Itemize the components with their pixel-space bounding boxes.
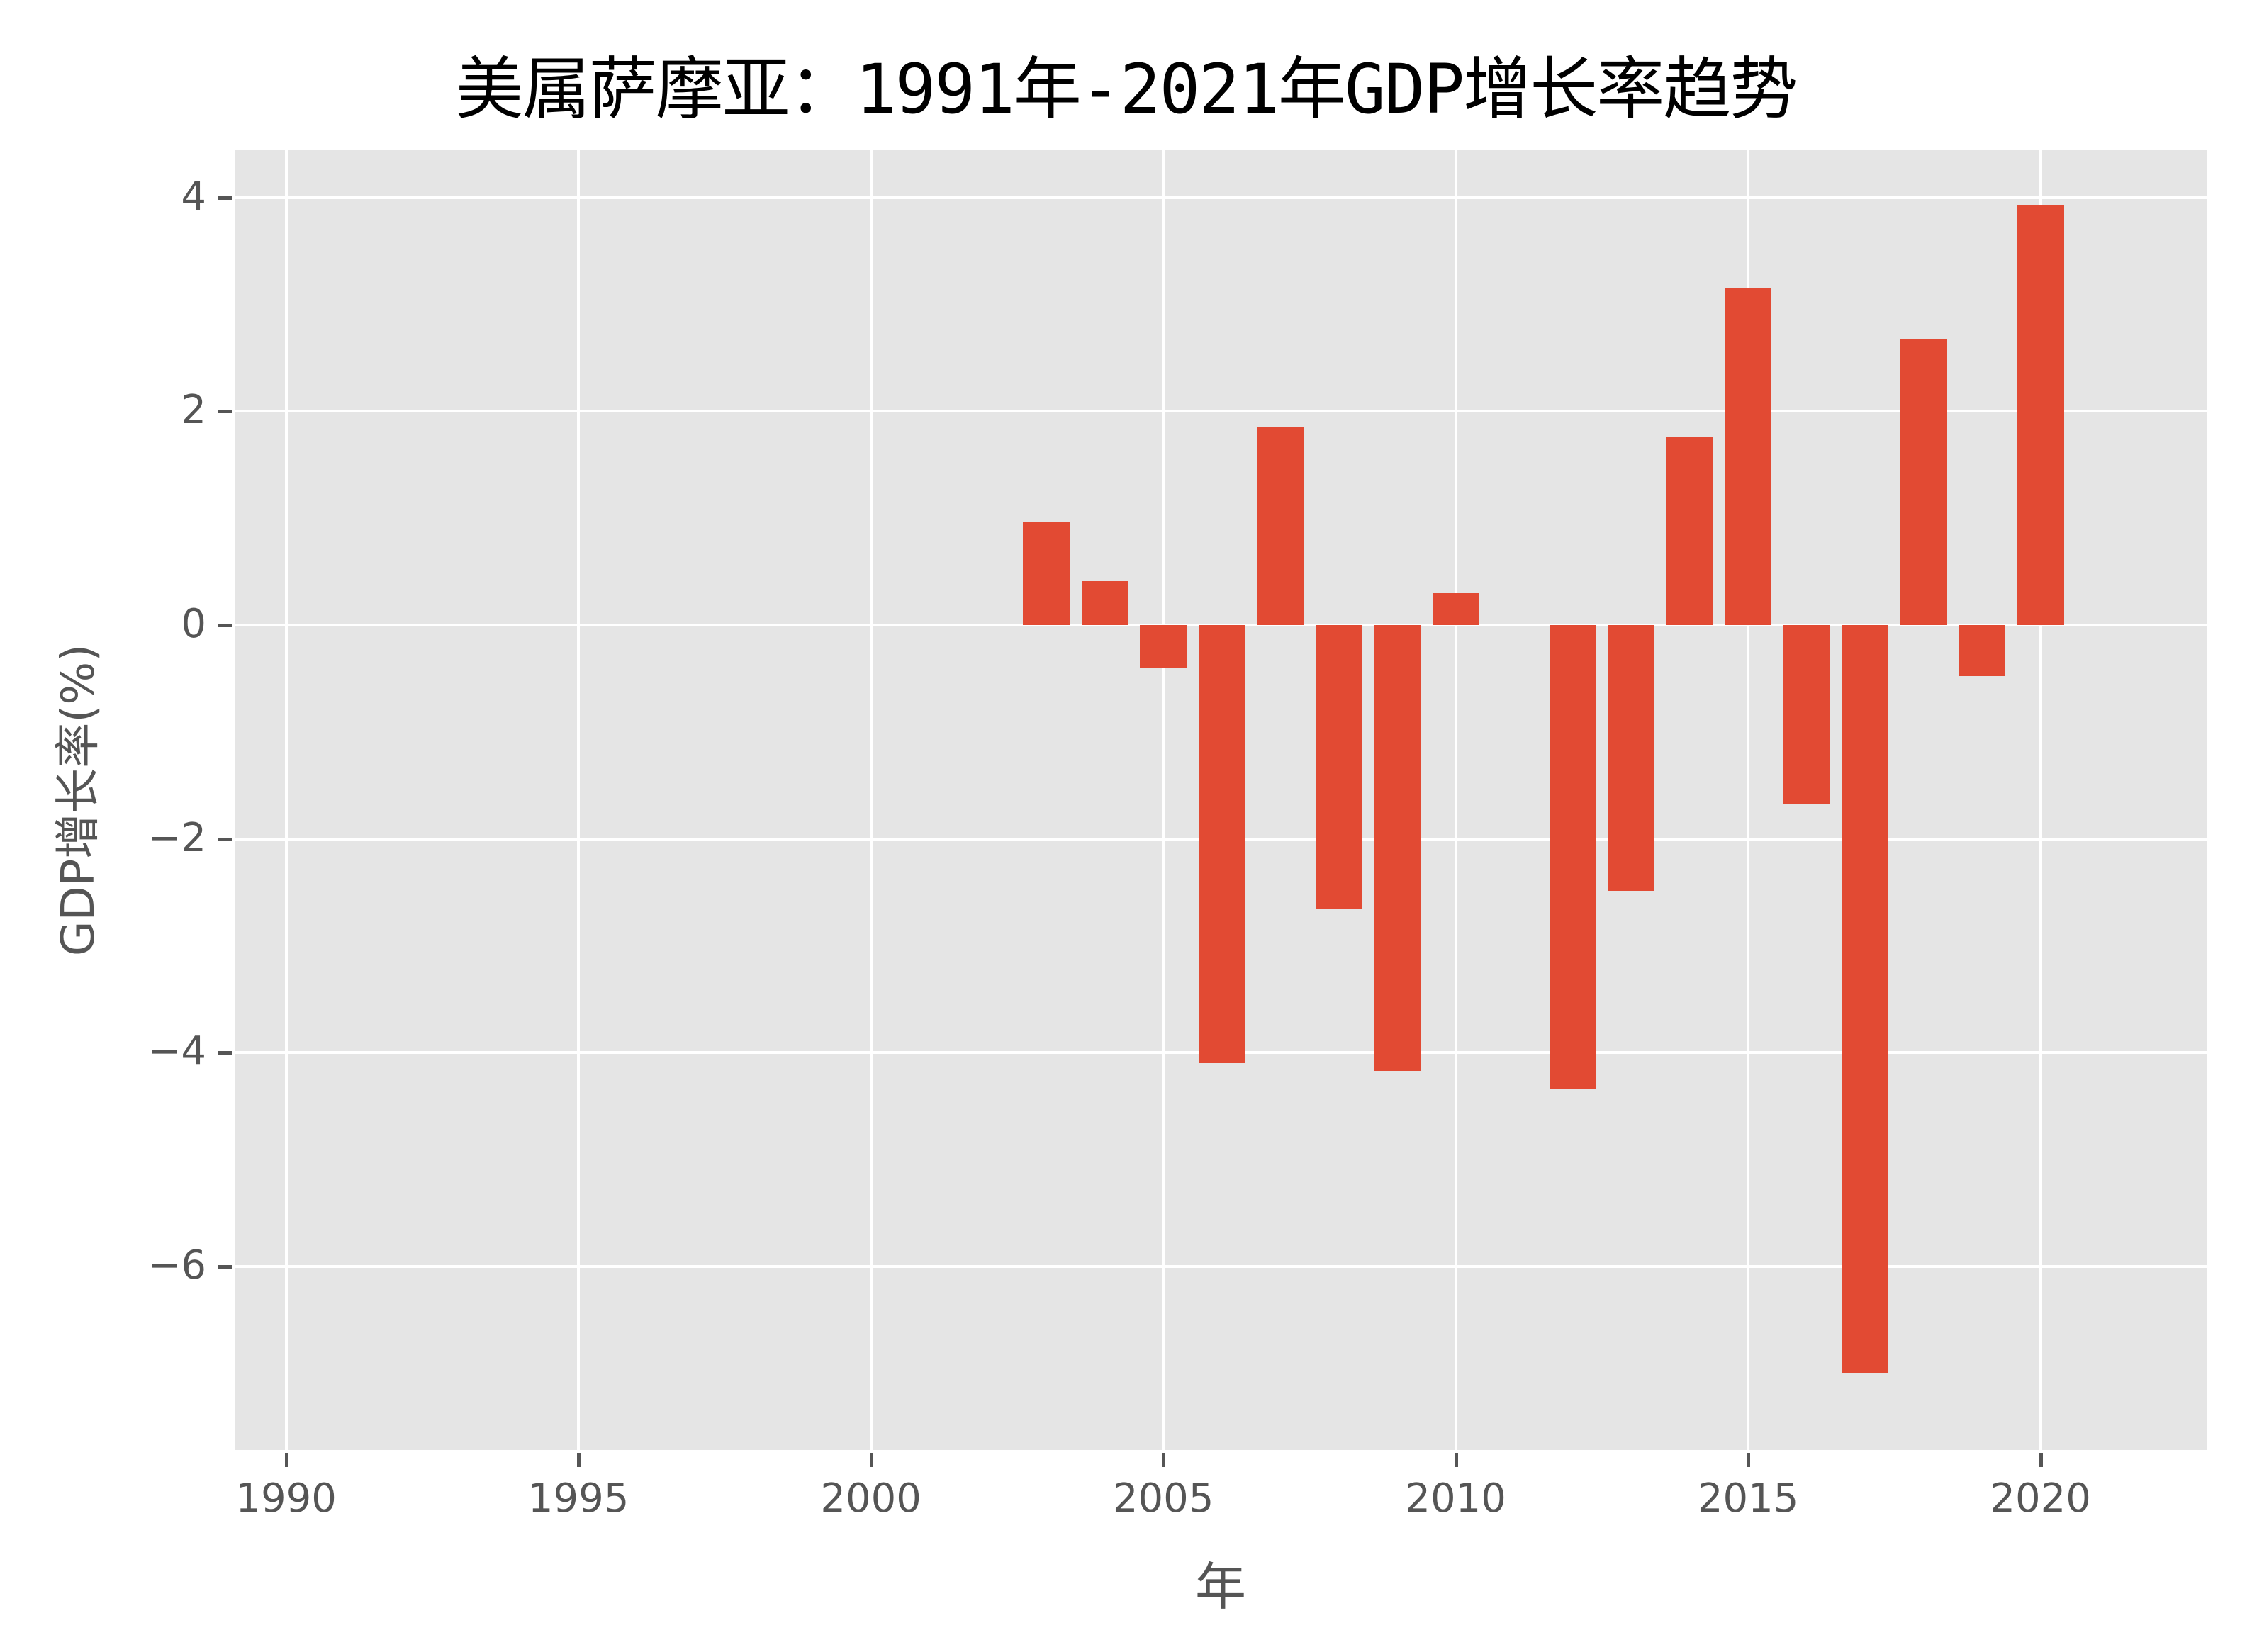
y-tick-mark	[218, 1264, 232, 1269]
y-tick-mark	[218, 837, 232, 841]
gridline-horizontal	[235, 1264, 2207, 1268]
y-tick-label: 0	[181, 600, 206, 647]
y-tick-label: −2	[147, 814, 206, 861]
bar-2020	[2017, 205, 2064, 625]
y-axis-label: GDP增长率(%)	[52, 644, 105, 957]
bar-2016	[1783, 624, 1830, 804]
x-tick-mark	[1162, 1453, 1166, 1467]
bar-2017	[1842, 624, 1889, 1373]
y-tick-mark	[218, 623, 232, 627]
x-tick-label: 2010	[1405, 1476, 1506, 1522]
x-tick-mark	[284, 1453, 288, 1467]
chart-title: 美属萨摩亚：1991年-2021年GDP增长率趋势	[455, 50, 1798, 129]
bar-2010	[1432, 592, 1479, 625]
x-tick-mark	[869, 1453, 873, 1467]
bar-2015	[1725, 287, 1772, 625]
gridline-horizontal	[235, 410, 2207, 413]
x-tick-label: 2015	[1697, 1476, 1799, 1522]
x-axis-label: 年	[1194, 1557, 1246, 1617]
bar-2004	[1081, 581, 1128, 625]
bar-2005	[1140, 624, 1187, 668]
y-tick-label: −6	[147, 1242, 206, 1288]
bar-2006	[1198, 624, 1245, 1064]
x-tick-mark	[2039, 1453, 2043, 1467]
bar-2012	[1549, 624, 1596, 1089]
y-tick-mark	[218, 196, 232, 200]
y-tick-label: 2	[181, 387, 206, 434]
gridline-vertical	[1747, 150, 1750, 1450]
bar-2018	[1900, 338, 1947, 625]
y-tick-label: −4	[147, 1028, 206, 1075]
x-tick-mark	[1454, 1453, 1458, 1467]
bar-2019	[1959, 624, 2006, 677]
gridline-vertical	[284, 150, 288, 1450]
bar-2007	[1257, 426, 1304, 625]
x-tick-label: 2000	[820, 1476, 921, 1522]
bar-2013	[1608, 624, 1655, 892]
bar-2014	[1666, 437, 1713, 625]
gridline-vertical	[2039, 150, 2042, 1450]
y-tick-mark	[218, 410, 232, 414]
x-tick-label: 2005	[1112, 1476, 1214, 1522]
x-tick-label: 1990	[235, 1476, 337, 1522]
bar-2009	[1374, 624, 1421, 1071]
x-tick-mark	[577, 1453, 581, 1467]
bar-2003	[1023, 521, 1070, 625]
gridline-horizontal	[235, 196, 2207, 199]
gridline-vertical	[1162, 150, 1165, 1450]
x-tick-mark	[1747, 1453, 1751, 1467]
plot-area	[235, 150, 2207, 1450]
x-tick-label: 2020	[1990, 1476, 2091, 1522]
y-tick-label: 4	[181, 173, 206, 220]
x-tick-label: 1995	[527, 1476, 629, 1522]
y-tick-mark	[218, 1051, 232, 1055]
gridline-vertical	[1454, 150, 1457, 1450]
bar-2008	[1315, 624, 1362, 910]
gridline-vertical	[869, 150, 873, 1450]
gridline-vertical	[577, 150, 581, 1450]
